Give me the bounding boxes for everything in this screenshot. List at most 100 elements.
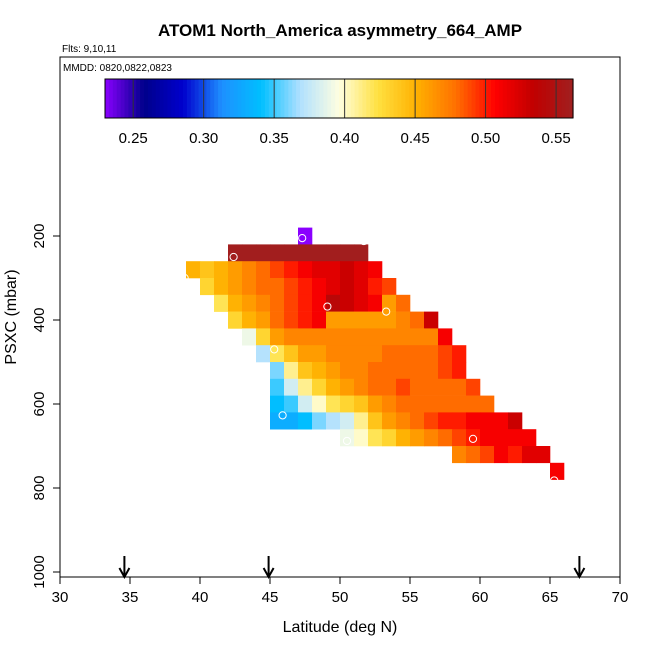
colorbar-segment [428,79,434,118]
heatmap-cell [214,261,229,279]
colorbar-segment [561,79,566,118]
heatmap-cell [326,311,341,329]
heatmap-cell [424,328,439,346]
sample-marker [229,252,238,262]
heatmap-cell [340,378,355,396]
heatmap-cell [340,362,355,380]
heatmap-cell [312,395,327,413]
colorbar-tick-label: 0.45 [401,130,430,147]
heatmap-cell [256,345,271,363]
colorbar-segment [374,79,379,118]
colorbar-segment [183,79,188,118]
colorbar-segment [518,79,523,118]
heatmap-cell [312,278,327,296]
colorbar-segment [498,79,504,118]
colorbar-segment [346,79,352,118]
heatmap-cell [340,328,355,346]
colorbar-segment [471,79,477,118]
colorbar-segment [190,79,196,118]
colorbar-segment [350,79,356,118]
colorbar-segment [288,79,293,118]
heatmap-cell [410,311,425,329]
colorbar-segment [541,79,547,118]
colorbar-segment [452,79,457,118]
colorbar-segment [253,79,258,118]
colorbar-segment [448,79,453,118]
heatmap-cell [410,328,425,346]
colorbar-segment [502,79,508,118]
heatmap-cell [494,412,509,430]
heatmap-cell [284,362,299,380]
heatmap-cell [242,311,257,329]
sample-marker [298,234,307,243]
heatmap-cell [340,244,355,262]
heatmap-cell [368,278,383,296]
heatmap-cell [368,429,383,447]
heatmap-cell [284,328,299,346]
heatmap-cell [242,261,257,279]
heatmap-cell [438,412,453,430]
heatmap-cell [452,378,467,396]
heatmap-cell [424,345,439,363]
heatmap-cell [326,328,341,346]
heatmap-cell [424,362,439,380]
heatmap-cell [354,345,369,363]
heatmap-cell [284,261,299,279]
heatmap-cell [438,429,453,447]
colorbar-segment [366,79,371,118]
colorbar-segment [229,79,235,118]
heatmap-cell [368,378,383,396]
colorbar-segment [420,79,426,118]
colorbar-segment [116,79,122,118]
heatmap-cell [326,261,341,279]
heatmap-cell [438,345,453,363]
heatmap-cell [256,244,271,262]
x-tick-label: 30 [52,589,69,606]
heatmap-cell [354,294,369,312]
sample-marker [270,345,279,354]
heatmap-cell [270,345,285,363]
colorbar-segment [331,79,336,118]
colorbar-segment [339,79,344,118]
colorbar-segment [342,79,348,118]
heatmap-cell [452,429,467,447]
heatmap-cell [382,429,397,447]
heatmap-cell [396,328,411,346]
sample-marker [323,302,332,311]
heatmap-cell [312,412,327,430]
colorbar-segment [206,79,211,118]
heatmap-cell [508,446,523,464]
heatmap-cell [284,294,299,312]
colorbar-segment [147,79,153,118]
heatmap-cell [284,345,299,363]
colorbar-segment [237,79,243,118]
colorbar-segment [393,79,399,118]
sample-markers [180,234,559,485]
heatmap-cell [270,328,285,346]
heatmap-cell [452,446,467,464]
heatmap-cell [284,244,299,262]
heatmap-cell [382,378,397,396]
colorbar-segment [444,79,449,118]
heatmap-cell [312,328,327,346]
y-tick-label: 600 [31,391,48,416]
colorbar-segment [358,79,363,118]
colorbar-segment [514,79,519,118]
heatmap-cell [228,311,243,329]
colorbar-segment [202,79,207,118]
heatmap-cell [312,378,327,396]
heatmap-cell [480,446,495,464]
heatmap-cell [396,345,411,363]
heatmap-cell [396,311,411,329]
heatmap-cell [298,278,313,296]
colorbar-segment [218,79,223,118]
colorbar-segment [479,79,484,118]
colorbar-segment [264,79,270,118]
heatmap-cell [354,395,369,413]
y-tick-label: 400 [31,307,48,332]
heatmap-cell [214,294,229,312]
x-tick-label: 65 [542,589,559,606]
heatmap-cell [368,362,383,380]
colorbar-segment [495,79,500,118]
